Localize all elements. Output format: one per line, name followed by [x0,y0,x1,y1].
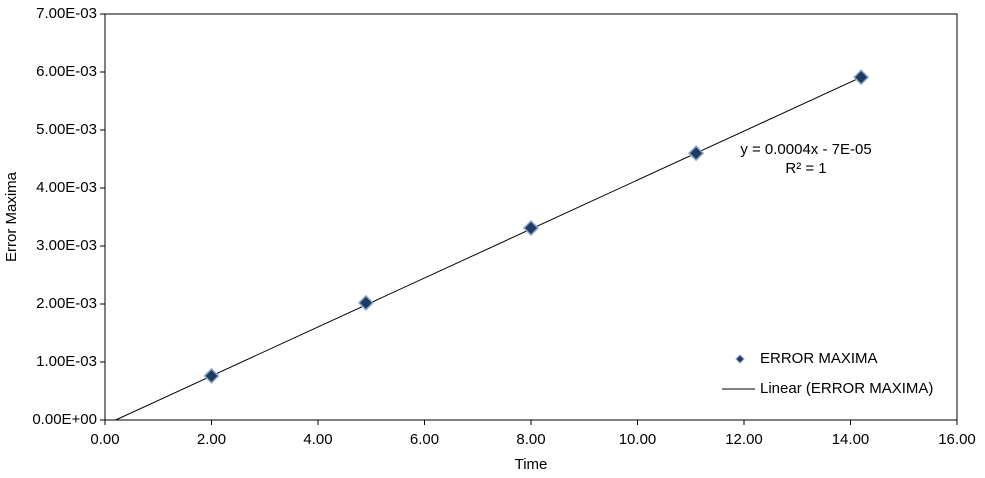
x-tick-label: 14.00 [832,431,870,448]
y-tick-label: 4.00E-03 [36,179,97,196]
legend-label: ERROR MAXIMA [760,350,878,367]
legend-label: Linear (ERROR MAXIMA) [760,380,933,397]
y-axis-label: Error Maxima [3,171,20,262]
x-tick-label: 0.00 [90,431,119,448]
point [203,367,220,384]
y-tick-label: 7.00E-03 [36,5,97,22]
x-axis-label: Time [515,456,548,473]
point [522,219,540,237]
point [357,294,374,311]
r-squared: R² = 1 [785,160,826,177]
y-tick-label: 0.00E+00 [32,411,97,428]
y-tick-label: 3.00E-03 [36,237,97,254]
point [688,145,705,162]
x-tick-label: 16.00 [938,431,976,448]
point [853,69,870,86]
x-tick-label: 2.00 [197,431,226,448]
y-tick-label: 1.00E-03 [36,353,97,370]
legend-marker [735,354,745,364]
x-tick-label: 8.00 [516,431,545,448]
trendline [115,76,862,421]
x-tick-label: 6.00 [410,431,439,448]
equation: y = 0.0004x - 7E-05 [740,141,871,158]
x-tick-label: 12.00 [725,431,763,448]
x-tick-label: 10.00 [619,431,657,448]
y-tick-label: 6.00E-03 [36,63,97,80]
y-tick-label: 5.00E-03 [36,121,97,138]
y-tick-label: 2.00E-03 [36,295,97,312]
x-tick-label: 4.00 [303,431,332,448]
